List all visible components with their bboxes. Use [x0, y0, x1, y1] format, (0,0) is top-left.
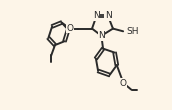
Text: N: N [93, 11, 100, 20]
Text: N: N [98, 31, 105, 40]
Text: O: O [67, 24, 74, 33]
Text: SH: SH [126, 27, 138, 36]
Text: N: N [105, 11, 111, 20]
Text: O: O [120, 79, 127, 88]
